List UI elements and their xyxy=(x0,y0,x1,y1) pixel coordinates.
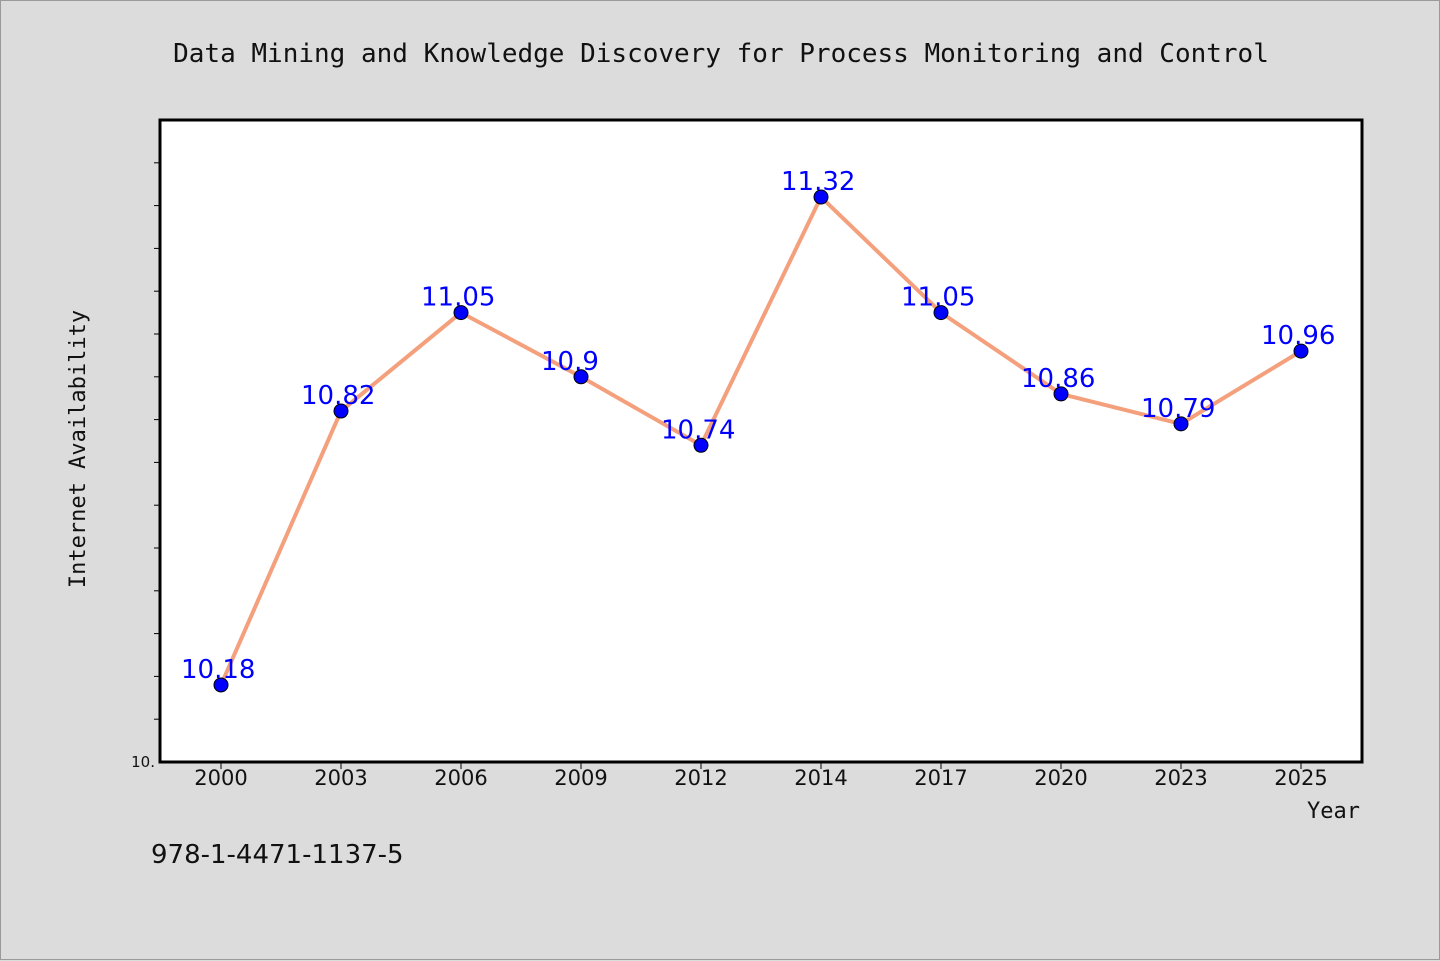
x-tick-label: 2023 xyxy=(1154,766,1207,790)
data-label: 11.32 xyxy=(781,167,855,197)
x-tick-label: 2009 xyxy=(554,766,607,790)
data-label: 10.86 xyxy=(1021,364,1095,394)
chart-title: Data Mining and Knowledge Discovery for … xyxy=(173,39,1269,69)
series-line xyxy=(219,195,1303,687)
data-label: 10.82 xyxy=(301,381,375,411)
x-tick-label: 2014 xyxy=(794,766,847,790)
data-point xyxy=(693,437,709,453)
data-point xyxy=(333,403,349,419)
x-tick-label: 2003 xyxy=(314,766,367,790)
data-label: 10.74 xyxy=(661,415,735,445)
data-point xyxy=(1053,386,1069,402)
data-label: 10.9 xyxy=(541,347,599,377)
data-point xyxy=(573,369,589,385)
data-label: 10.96 xyxy=(1261,321,1335,351)
y-tick-label: 10. xyxy=(131,753,155,771)
data-point xyxy=(1173,416,1189,432)
y-axis-label: Internet Availability xyxy=(66,310,91,588)
data-label: 11.05 xyxy=(421,283,495,313)
x-axis-label: Year xyxy=(1307,799,1360,824)
x-tick-label: 2006 xyxy=(434,766,487,790)
x-axis-ticks: 2000 2003 2006 2009 2012 2014 2017 2020 2023 2025 xyxy=(194,762,1328,790)
y-axis-ticks xyxy=(154,162,160,720)
data-point xyxy=(813,189,829,205)
x-tick-label: 2020 xyxy=(1034,766,1087,790)
x-tick-label: 2000 xyxy=(194,766,247,790)
x-tick-label: 2025 xyxy=(1274,766,1327,790)
data-label: 10.18 xyxy=(181,655,255,685)
isbn-text: 978-1-4471-1137-5 xyxy=(151,840,404,870)
data-label: 11.05 xyxy=(901,283,975,313)
data-point xyxy=(453,305,469,321)
data-point xyxy=(213,677,229,693)
x-tick-label: 2012 xyxy=(674,766,727,790)
data-series: 10.18 10.82 11.05 10.9 10.74 11.32 11.05 10.86 1… xyxy=(181,167,1335,693)
plot-area xyxy=(158,118,1364,764)
data-point xyxy=(1293,343,1309,359)
x-tick-label: 2017 xyxy=(914,766,967,790)
data-label: 10.79 xyxy=(1141,394,1215,424)
data-point xyxy=(933,305,949,321)
